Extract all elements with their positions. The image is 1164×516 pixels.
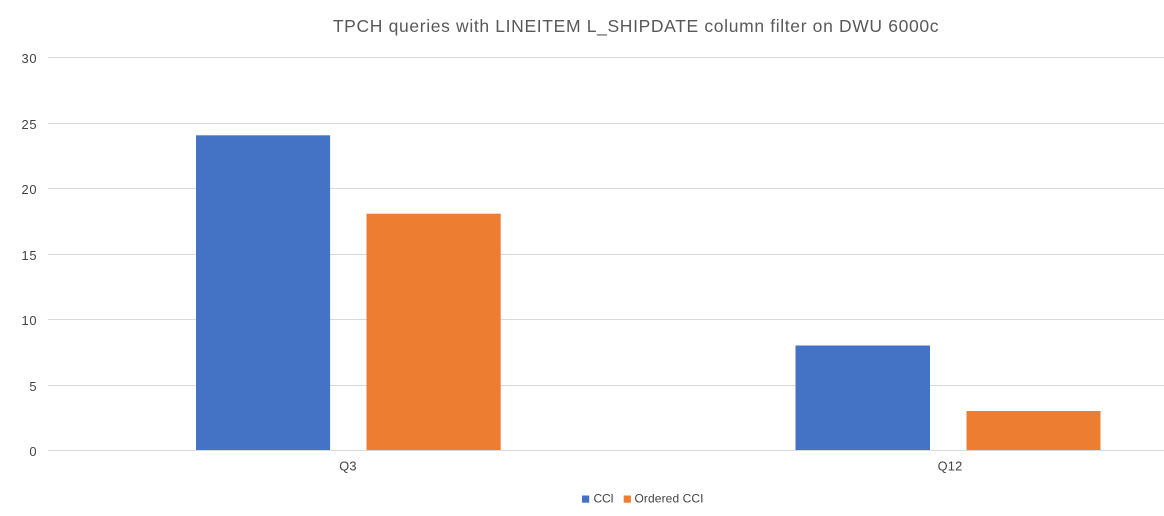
- svg-text:TPCH queries with LINEITEM L_S: TPCH queries with LINEITEM L_SHIPDATE co…: [333, 16, 939, 37]
- svg-text:20: 20: [21, 182, 37, 197]
- svg-text:0: 0: [29, 444, 37, 459]
- svg-text:CCI: CCI: [594, 492, 614, 506]
- svg-text:15: 15: [21, 248, 37, 263]
- svg-text:Q3: Q3: [339, 459, 356, 474]
- svg-text:Ordered CCI: Ordered CCI: [635, 492, 704, 506]
- svg-text:10: 10: [21, 313, 37, 328]
- svg-text:30: 30: [21, 51, 37, 66]
- svg-text:5: 5: [29, 379, 37, 394]
- svg-text:25: 25: [21, 117, 37, 132]
- svg-text:Q12: Q12: [938, 459, 963, 474]
